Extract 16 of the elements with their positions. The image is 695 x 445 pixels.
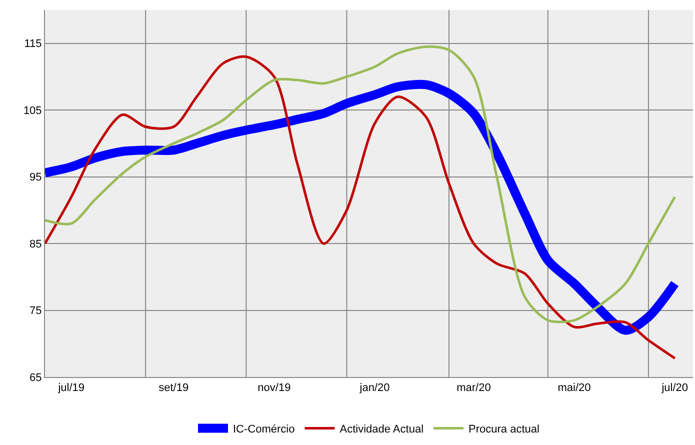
y-tick-label: 95 [30, 172, 42, 184]
x-tick-label: mai/20 [558, 382, 591, 394]
y-tick-label: 85 [30, 238, 42, 250]
x-tick-label: nov/19 [258, 382, 291, 394]
x-tick-label: jul/20 [660, 382, 688, 394]
x-tick-label: jan/20 [358, 382, 390, 394]
legend-label: Actividade Actual [340, 423, 424, 436]
y-tick-label: 75 [30, 305, 42, 318]
x-tick-label: mar/20 [456, 382, 491, 394]
y-tick-label: 65 [30, 372, 42, 384]
x-tick-label: jul/19 [57, 382, 85, 394]
x-tick-label: set/19 [158, 382, 189, 394]
legend-label: IC-Comércio [233, 423, 295, 436]
y-tick-label: 115 [24, 38, 42, 50]
legend-label: Procura actual [468, 423, 540, 436]
y-tick-label: 105 [23, 104, 42, 117]
